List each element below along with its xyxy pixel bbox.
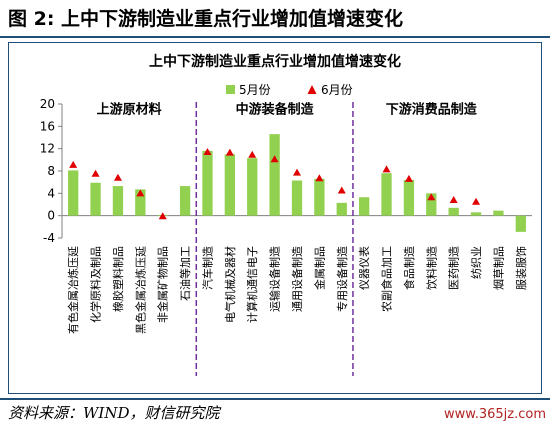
bar bbox=[269, 134, 280, 216]
y-tick-label: 20 bbox=[40, 97, 55, 111]
bar bbox=[291, 180, 303, 216]
marker-point bbox=[293, 168, 301, 176]
bar bbox=[336, 202, 347, 216]
x-tick-label: 黑色金属冶炼压延 bbox=[133, 246, 147, 334]
bar bbox=[179, 186, 191, 216]
group-label: 中游装备制造 bbox=[236, 101, 315, 117]
legend-marker-label: 6月份 bbox=[321, 83, 353, 97]
marker-point bbox=[69, 160, 78, 168]
y-tick-label: -4 bbox=[43, 231, 55, 245]
x-tick-label: 通用设备制造 bbox=[290, 246, 304, 312]
marker-point bbox=[270, 155, 279, 163]
x-tick-label: 计算机通信电子 bbox=[245, 246, 259, 323]
y-tick-label: 16 bbox=[40, 119, 55, 133]
marker-point bbox=[91, 169, 100, 177]
y-tick-label: 0 bbox=[47, 209, 55, 223]
chart-frame bbox=[8, 42, 542, 394]
bar bbox=[403, 179, 415, 216]
x-tick-label: 有色金属冶炼压延 bbox=[66, 246, 80, 334]
group-labels: 上游原材料 中游装备制造 下游消费品制造 bbox=[97, 101, 478, 117]
legend-bar-label: 5月份 bbox=[239, 83, 271, 97]
bar bbox=[448, 207, 459, 216]
x-tick-label: 橡胶塑料制品 bbox=[111, 246, 125, 312]
x-tick-label: 化学原料及制品 bbox=[89, 246, 103, 323]
bar bbox=[247, 158, 258, 216]
x-tick-label: 电气机械及器材 bbox=[223, 246, 237, 323]
marker-point bbox=[427, 193, 436, 201]
watermark-text: www.365jz.com bbox=[444, 407, 546, 422]
marker-point bbox=[136, 189, 145, 197]
bar bbox=[314, 178, 325, 216]
x-tick-label: 汽车制造 bbox=[200, 246, 214, 290]
group-label: 下游消费品制造 bbox=[386, 101, 478, 117]
x-tick-label: 仪器仪表 bbox=[357, 246, 371, 290]
x-tick-label: 烟草制品 bbox=[491, 246, 505, 290]
x-tick-label: 专用设备制造 bbox=[335, 246, 349, 312]
bar bbox=[90, 182, 101, 216]
bar bbox=[135, 189, 146, 216]
y-tick-label: 8 bbox=[47, 164, 55, 178]
x-tick-label: 食品制造 bbox=[402, 246, 416, 290]
bar bbox=[493, 210, 504, 216]
marker-point bbox=[248, 150, 257, 158]
bar bbox=[202, 150, 213, 216]
x-tick-label: 农副食品加工 bbox=[380, 246, 394, 312]
top-rule bbox=[0, 36, 550, 38]
marker-point bbox=[449, 196, 458, 204]
bar-chart: 上中下游制造业重点行业增加值增速变化 5月份 6月份 -4 0 4 8 12 16 20 上游… bbox=[8, 42, 542, 394]
bar bbox=[358, 197, 370, 216]
marker-point bbox=[337, 186, 346, 194]
legend-bar-swatch bbox=[226, 85, 235, 94]
bottom-rule bbox=[0, 398, 550, 400]
x-tick-label: 饮料制造 bbox=[424, 246, 438, 290]
x-tick-label: 纺织业 bbox=[469, 246, 483, 279]
bar bbox=[381, 173, 392, 216]
group-label: 上游原材料 bbox=[97, 101, 162, 117]
bar bbox=[68, 170, 79, 216]
chart-title: 上中下游制造业重点行业增加值增速变化 bbox=[149, 53, 401, 70]
chart-container: 上中下游制造业重点行业增加值增速变化 5月份 6月份 -4 0 4 8 12 16 20 上游… bbox=[8, 42, 542, 394]
x-tick-label: 石油等加工 bbox=[178, 246, 192, 301]
y-tick-label: 12 bbox=[40, 142, 55, 156]
x-tick-label: 非金属矿物制品 bbox=[156, 246, 170, 323]
bar bbox=[515, 215, 526, 232]
x-tick-labels: 有色金属冶炼压延 化学原料及制品 橡胶塑料制品 黑色金属冶炼压延 非金属矿物制品 石油等加… bbox=[66, 246, 528, 334]
marker-point bbox=[404, 174, 413, 182]
group-dividers bbox=[195, 102, 354, 376]
bar bbox=[112, 186, 124, 216]
marker-point bbox=[158, 212, 167, 220]
legend-marker-swatch bbox=[307, 85, 317, 94]
marker-point bbox=[113, 173, 122, 181]
marker-point bbox=[472, 197, 481, 205]
source-note: 资料来源：WIND，财信研究院 bbox=[8, 404, 220, 422]
y-tick-label: 4 bbox=[47, 186, 55, 200]
marker-point bbox=[382, 165, 391, 173]
bars-series-may bbox=[68, 134, 526, 232]
x-tick-label: 服装服饰 bbox=[514, 246, 528, 290]
marker-point bbox=[203, 148, 212, 156]
marker-point bbox=[315, 174, 324, 182]
bar bbox=[224, 154, 236, 216]
legend: 5月份 6月份 bbox=[226, 83, 353, 97]
bar bbox=[470, 212, 482, 216]
markers-series-june bbox=[69, 148, 481, 220]
x-tick-label: 医药制造 bbox=[447, 246, 461, 290]
bar bbox=[426, 193, 437, 216]
x-tick-label: 运输设备制造 bbox=[268, 246, 282, 312]
figure-title: 图 2: 上中下游制造业重点行业增加值增速变化 bbox=[8, 8, 404, 30]
marker-point bbox=[225, 148, 234, 156]
x-tick-label: 金属制品 bbox=[312, 246, 326, 290]
